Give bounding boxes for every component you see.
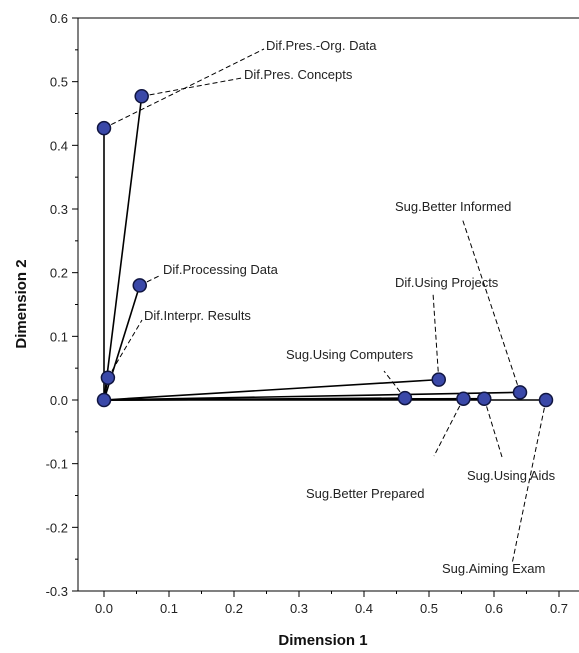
point-label: Dif.Interpr. Results — [144, 308, 251, 323]
plot-area — [77, 17, 579, 592]
leader-line — [141, 77, 243, 97]
leader-line — [511, 399, 547, 565]
vector-lines — [103, 96, 546, 401]
vector-line — [103, 391, 521, 401]
x-tick-label: 0.4 — [355, 601, 373, 616]
y-tick-label: 0.6 — [50, 11, 68, 26]
data-point — [96, 120, 112, 136]
origin-point — [96, 392, 112, 408]
data-point — [431, 372, 446, 387]
data-point — [477, 391, 492, 406]
data-point — [456, 391, 471, 406]
y-tick-label: 0.3 — [50, 202, 68, 217]
y-tick-label: -0.1 — [46, 457, 68, 472]
x-tick-label: 0.6 — [485, 601, 503, 616]
x-tick-label: 0.1 — [160, 601, 178, 616]
point-label: Dif.Processing Data — [163, 262, 279, 277]
vector-line — [103, 96, 143, 401]
label-leader-lines — [103, 48, 547, 565]
leader-line — [483, 398, 503, 458]
x-tick-label: 0.2 — [225, 601, 243, 616]
x-tick-label: 0.5 — [420, 601, 438, 616]
data-point — [538, 392, 554, 408]
y-tick-label: -0.3 — [46, 584, 68, 599]
data-point — [397, 390, 413, 406]
data-point — [512, 385, 528, 400]
point-label: Dif.Using Projects — [395, 275, 499, 290]
data-points — [96, 89, 554, 408]
leader-line — [433, 398, 464, 457]
axis-ticks: 0.0 0.1 0.2 0.3 0.4 0.5 0.6 0.7 -0.3 -0.2 -0.1 0.0 0… — [46, 11, 568, 616]
leader-line — [461, 217, 521, 393]
data-point — [100, 370, 116, 385]
point-labels: Dif.Pres.-Org. Data Dif.Pres. Concepts Dif… — [144, 38, 556, 576]
y-tick-label: 0.1 — [50, 329, 68, 344]
point-label: Sug.Using Aids — [467, 468, 556, 483]
x-tick-label: 0.3 — [290, 601, 308, 616]
point-label: Dif.Pres. Concepts — [244, 67, 353, 82]
point-label: Sug.Better Informed — [395, 199, 511, 214]
vector-line — [103, 378, 439, 401]
leader-line — [383, 370, 406, 399]
data-point — [134, 89, 149, 104]
y-tick-label: 0.5 — [50, 75, 68, 90]
y-axis-title: Dimension 2 — [13, 259, 30, 348]
x-tick-label: 0.7 — [550, 601, 568, 616]
point-label: Sug.Using Computers — [286, 347, 414, 362]
leader-line — [107, 319, 143, 378]
y-tick-label: 0.2 — [50, 266, 68, 281]
y-tick-label: 0.0 — [50, 393, 68, 408]
x-axis-title: Dimension 1 — [278, 632, 367, 649]
leader-line — [432, 292, 440, 380]
y-tick-label: -0.2 — [46, 520, 68, 535]
data-point — [132, 278, 147, 293]
point-label: Sug.Better Prepared — [306, 486, 425, 501]
x-tick-label: 0.0 — [95, 601, 113, 616]
point-label: Sug.Aiming Exam — [442, 561, 545, 576]
y-tick-label: 0.4 — [50, 138, 68, 153]
point-label: Dif.Pres.-Org. Data — [266, 38, 377, 53]
